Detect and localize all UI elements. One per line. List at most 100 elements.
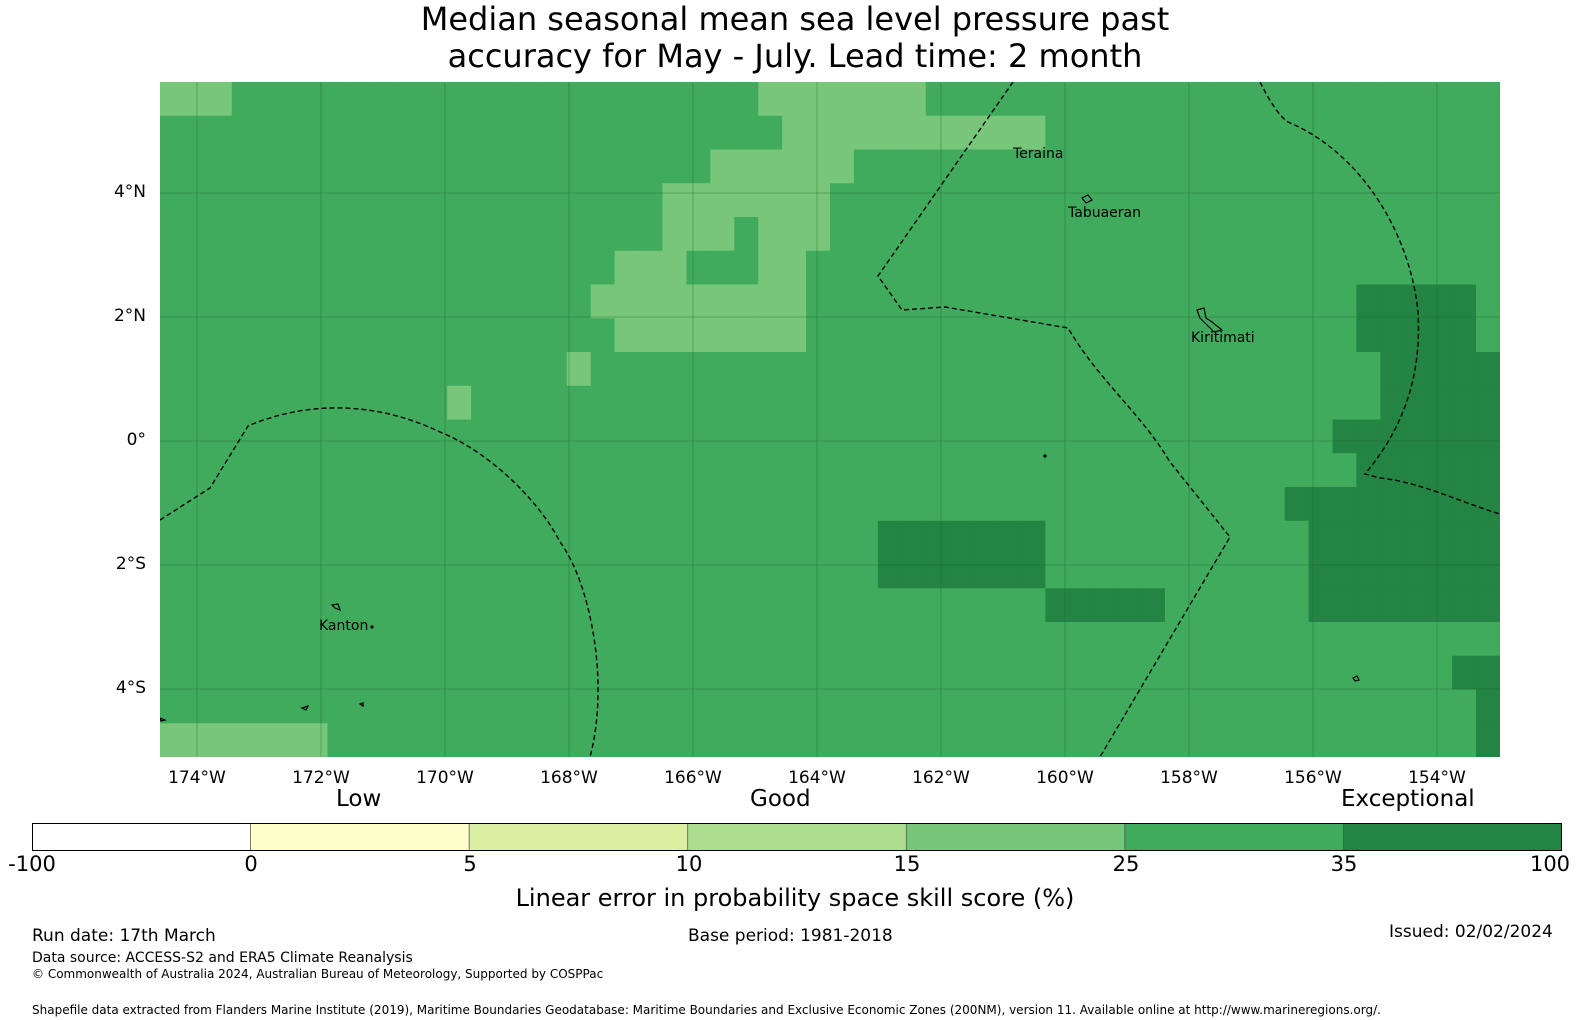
grid-cell	[447, 318, 472, 353]
grid-cell	[1428, 689, 1453, 724]
grid-cell	[806, 217, 831, 252]
grid-cell	[1021, 655, 1046, 691]
grid-cell	[949, 655, 975, 691]
grid-cell	[255, 588, 281, 623]
grid-cell	[399, 487, 424, 522]
grid-cell	[518, 284, 544, 319]
grid-cell	[806, 622, 831, 657]
grid-cell	[495, 588, 520, 623]
grid-cell	[638, 183, 664, 218]
grid-cell	[1404, 689, 1429, 724]
grid-cell	[518, 723, 544, 757]
grid-cell	[806, 419, 831, 454]
grid-cell	[782, 453, 807, 488]
colorbar-category-low: Low	[336, 786, 382, 812]
grid-cell	[734, 183, 759, 218]
grid-cell	[1380, 183, 1405, 218]
grid-cell	[1284, 318, 1310, 353]
grid-cell	[255, 115, 281, 151]
grid-cell	[1093, 588, 1118, 623]
grid-cell	[1045, 284, 1070, 319]
grid-cell	[949, 284, 975, 319]
grid-cell	[423, 385, 448, 421]
grid-cell	[686, 453, 711, 488]
grid-cell	[207, 318, 233, 353]
grid-cell	[423, 554, 448, 589]
grid-cell	[925, 115, 951, 151]
grid-cell	[279, 419, 305, 454]
grid-cell	[758, 284, 783, 319]
grid-cell	[279, 115, 305, 151]
grid-cell	[614, 453, 640, 488]
grid-cell	[1117, 183, 1142, 218]
grid-cell	[1141, 554, 1166, 589]
islet-1	[300, 704, 310, 711]
grid-cell	[1356, 82, 1381, 117]
grid-cell	[590, 622, 616, 657]
grid-cell	[1452, 622, 1477, 657]
grid-cell	[782, 250, 807, 286]
grid-cell	[1045, 250, 1070, 286]
grid-cell	[853, 453, 879, 488]
grid-cell	[973, 520, 999, 556]
kanton-eez-boundary	[160, 407, 599, 757]
grid-cell	[901, 250, 927, 286]
grid-cell	[1236, 284, 1262, 319]
grid-cell	[375, 82, 400, 117]
grid-cell	[279, 284, 305, 319]
grid-cell	[853, 82, 879, 117]
grid-cell	[614, 723, 640, 757]
grid-cell	[782, 723, 807, 757]
grid-cell	[925, 554, 951, 589]
grid-cell	[782, 487, 807, 522]
grid-cell	[375, 655, 400, 691]
grid-cell	[949, 115, 975, 151]
grid-cell	[590, 520, 616, 556]
grid-cell	[1452, 149, 1477, 184]
grid-cell	[901, 352, 927, 387]
grid-cell	[877, 183, 903, 218]
grid-cell	[1236, 82, 1262, 117]
grid-cell	[662, 82, 688, 117]
grid-cell	[231, 723, 257, 757]
grid-cell	[1236, 352, 1262, 387]
grid-cell	[1452, 352, 1477, 387]
grid-cell	[183, 588, 209, 623]
grid-cell	[1188, 723, 1214, 757]
grid-cell	[734, 217, 759, 252]
grid-cell	[1476, 115, 1500, 151]
grid-cell	[973, 318, 999, 353]
grid-cell	[327, 487, 353, 522]
grid-cell	[686, 82, 711, 117]
islet-5	[1043, 454, 1047, 458]
grid-cell	[207, 149, 233, 184]
grid-cell	[231, 520, 257, 556]
grid-cell	[1021, 352, 1046, 387]
grid-cell	[973, 723, 999, 757]
grid-cell	[877, 82, 903, 117]
grid-cell	[183, 217, 209, 252]
grid-cell	[806, 352, 831, 387]
grid-cell	[949, 183, 975, 218]
grid-cell	[806, 588, 831, 623]
grid-cell	[1165, 250, 1190, 286]
grid-cell	[183, 723, 209, 757]
grid-cell	[710, 655, 735, 691]
grid-cell	[853, 115, 879, 151]
grid-cell	[1332, 554, 1358, 589]
grid-cell	[710, 217, 735, 252]
grid-cell	[566, 149, 592, 184]
grid-cell	[1069, 284, 1094, 319]
grid-cell	[1141, 487, 1166, 522]
grid-cell	[806, 115, 831, 151]
grid-cell	[1093, 689, 1118, 724]
grid-cell	[279, 655, 305, 691]
grid-cell	[877, 622, 903, 657]
grid-cell	[590, 250, 616, 286]
grid-cell	[279, 352, 305, 387]
grid-cell	[997, 183, 1023, 218]
grid-cell	[471, 284, 496, 319]
grid-cell	[1428, 487, 1453, 522]
grid-cell	[327, 149, 353, 184]
grid-cell	[160, 115, 185, 151]
